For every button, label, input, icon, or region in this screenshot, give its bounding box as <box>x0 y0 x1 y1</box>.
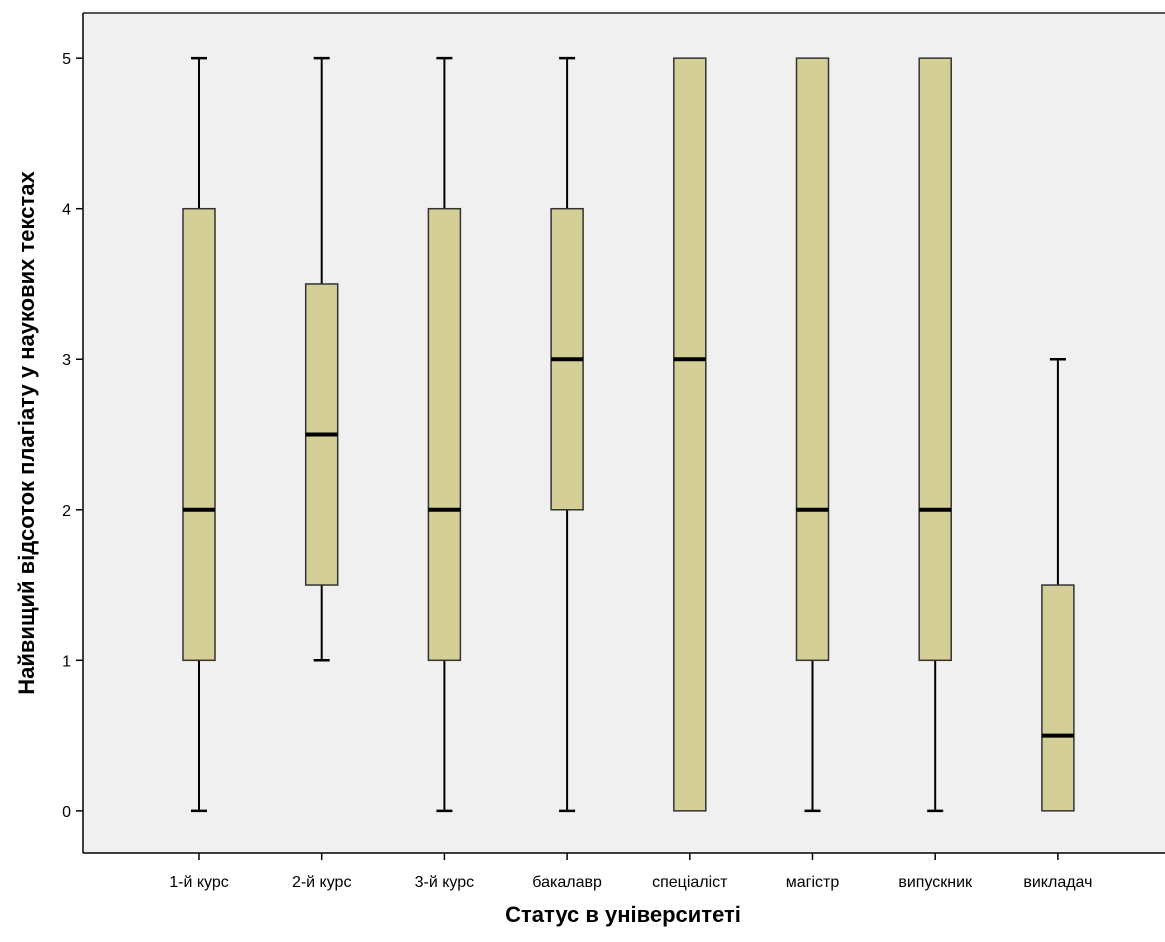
y-axis-title: Найвищий відсоток плагіату у наукових те… <box>14 171 39 695</box>
x-tick-label: 2-й курс <box>292 874 352 891</box>
box-iqr <box>673 57 707 812</box>
box-3 <box>427 56 462 813</box>
box-2 <box>304 56 339 662</box>
x-tick-label: 3-й курс <box>415 874 475 891</box>
x-tick-label: випускник <box>898 874 973 891</box>
y-tick-label: 3 <box>62 352 71 369</box>
x-tick-label: магістр <box>786 874 840 891</box>
box-6 <box>795 57 830 813</box>
box-5 <box>673 57 707 812</box>
plot-area <box>83 13 1165 853</box>
x-tick-label: 1-й курс <box>169 874 229 891</box>
box-iqr <box>795 57 830 662</box>
plot-border <box>82 12 1165 854</box>
y-tick-label: 0 <box>62 804 71 821</box>
y-axis: 0 1 2 3 4 5 <box>62 51 83 821</box>
box-iqr <box>918 57 952 662</box>
box-4 <box>550 56 584 813</box>
box-1 <box>182 56 216 813</box>
y-tick-label: 4 <box>62 202 71 219</box>
x-tick-label: спеціаліст <box>652 874 728 891</box>
box-iqr <box>1041 584 1075 812</box>
y-tick-label: 1 <box>62 653 71 670</box>
x-axis: 1-й курс 2-й курс 3-й курс бакалавр спеціалі… <box>169 853 1092 891</box>
box-8 <box>1041 357 1075 812</box>
y-tick-label: 2 <box>62 503 71 520</box>
x-axis-title: Статус в університеті <box>505 902 741 927</box>
x-tick-label: викладач <box>1023 874 1092 891</box>
boxes <box>182 56 1075 813</box>
y-tick-label: 5 <box>62 51 71 68</box>
box-iqr <box>182 207 216 662</box>
box-7 <box>918 57 952 813</box>
box-iqr <box>427 207 462 662</box>
x-tick-label: бакалавр <box>532 874 602 891</box>
